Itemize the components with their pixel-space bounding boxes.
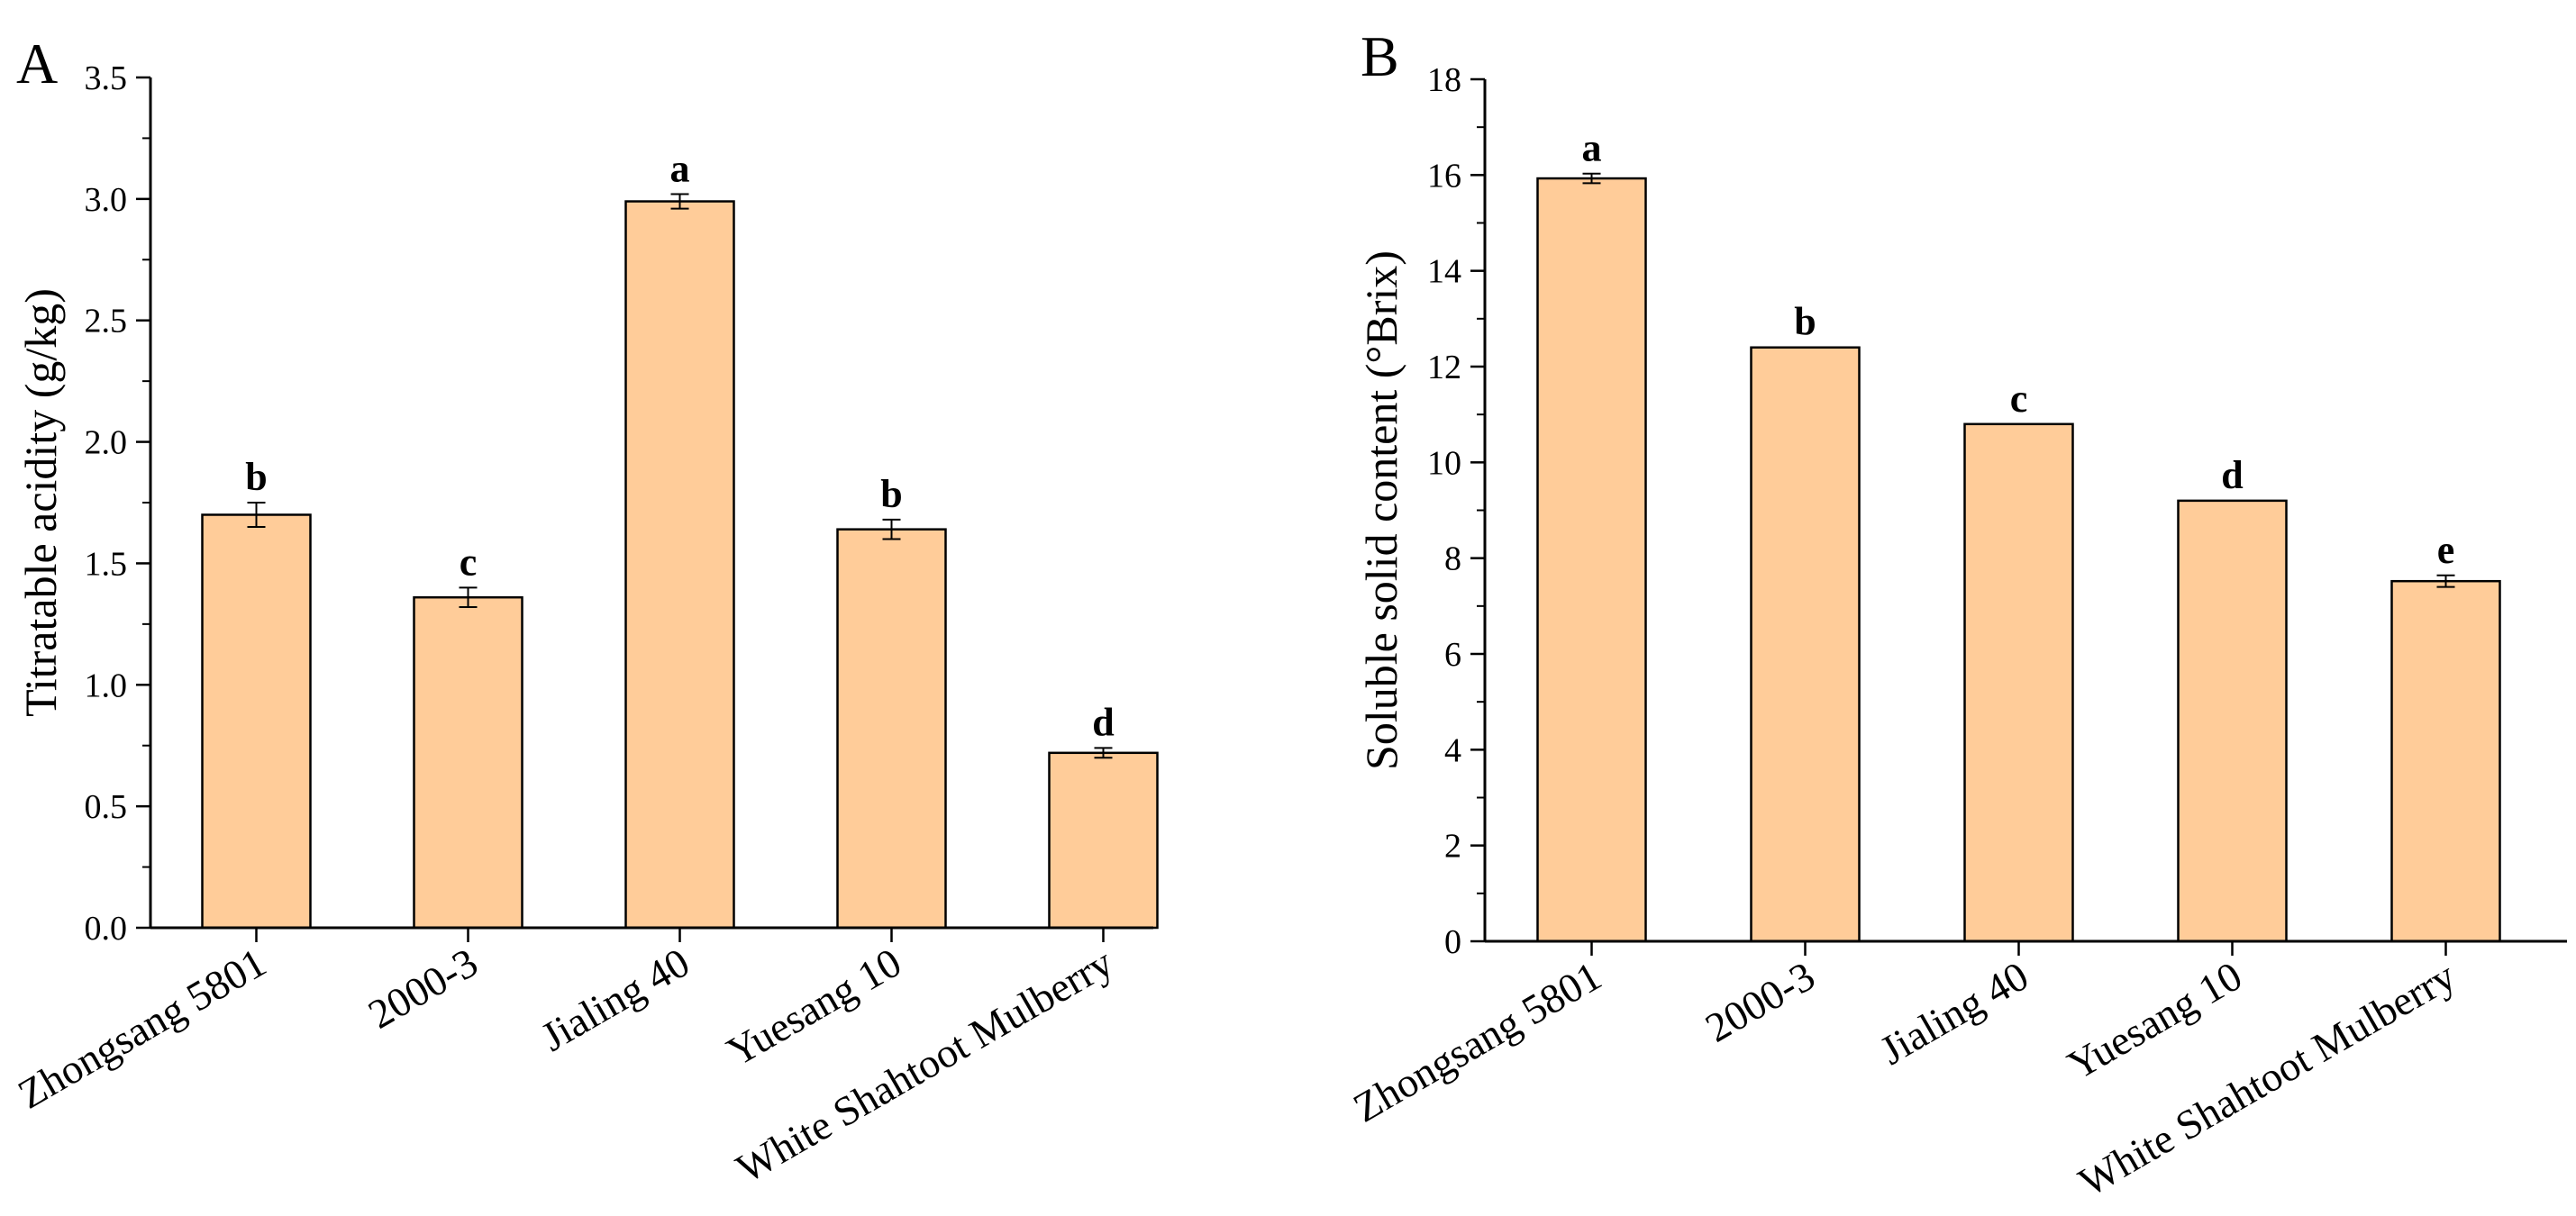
bar-b-3 xyxy=(1963,422,2074,943)
significance-label-b-2: b xyxy=(1794,300,1816,344)
bar-b-2 xyxy=(1750,346,1861,943)
y-tick-label-a-5: 2.5 xyxy=(85,303,128,340)
y-tick-label-b-3: 6 xyxy=(1444,636,1461,674)
bar-a-3 xyxy=(624,200,735,930)
y-tick-label-a-3: 1.5 xyxy=(85,545,128,583)
x-tick-label-b-4: Yuesang 10 xyxy=(2060,952,2249,1088)
significance-label-b-5: e xyxy=(2437,528,2455,572)
bar-b-1 xyxy=(1536,177,1647,943)
x-tick-label-b-2: 2000-3 xyxy=(1698,952,1822,1050)
bar-a-4 xyxy=(836,528,947,930)
significance-label-a-3: a xyxy=(670,146,690,190)
y-tick-label-b-0: 0 xyxy=(1444,923,1461,961)
y-tick-label-b-6: 12 xyxy=(1427,349,1461,386)
error-bar-a-2 xyxy=(459,586,478,608)
bar-a-5 xyxy=(1048,751,1159,930)
y-tick-label-b-7: 14 xyxy=(1427,253,1461,291)
error-bar-a-3 xyxy=(670,193,689,210)
bar-a-2 xyxy=(413,595,523,930)
error-bar-a-1 xyxy=(247,502,266,528)
significance-label-a-1: b xyxy=(245,455,267,499)
y-tick-label-a-2: 1.0 xyxy=(85,667,128,704)
bar-b-5 xyxy=(2390,579,2501,943)
panel-label-b: B xyxy=(1361,24,1399,88)
x-tick-label-a-3: Jialing 40 xyxy=(533,939,697,1059)
y-tick-label-a-7: 3.5 xyxy=(85,59,128,97)
y-axis-title-a: Titratable acidity (g/kg) xyxy=(15,288,66,717)
chart-b-soluble-solid-content: B Soluble solid content (°Brix) a Zhongsang… xyxy=(1345,24,2567,1205)
panel-label-a: A xyxy=(16,32,58,95)
y-tick-label-a-0: 0.0 xyxy=(85,910,128,948)
x-tick-label-b-5: White Shahtoot Mulberry xyxy=(2071,952,2463,1205)
x-tick-label-a-1: Zhongsang 5801 xyxy=(10,939,273,1117)
y-tick-label-a-4: 2.0 xyxy=(85,424,128,462)
chart-a-titratable-acidity: A Titratable acidity (g/kg) b Zhongsang 580… xyxy=(10,32,1159,1192)
x-tick-label-a-5: White Shahtoot Mulberry xyxy=(729,939,1121,1192)
y-axis-title-b: Soluble solid content (°Brix) xyxy=(1356,250,1406,770)
y-tick-label-a-6: 3.0 xyxy=(85,181,128,219)
y-tick-label-b-5: 10 xyxy=(1427,444,1461,482)
error-bar-a-4 xyxy=(882,518,901,540)
y-tick-label-b-2: 4 xyxy=(1444,731,1461,769)
bar-b-4 xyxy=(2177,499,2288,943)
error-bar-b-1 xyxy=(1582,172,1601,185)
significance-label-b-4: d xyxy=(2221,453,2243,497)
significance-label-a-5: d xyxy=(1092,700,1114,744)
x-tick-label-b-3: Jialing 40 xyxy=(1872,952,2036,1073)
y-tick-label-b-1: 2 xyxy=(1444,828,1461,866)
significance-label-a-2: c xyxy=(460,540,478,584)
error-bar-b-5 xyxy=(2436,574,2455,588)
x-tick-label-a-2: 2000-3 xyxy=(360,939,485,1037)
bar-a-1 xyxy=(201,513,312,930)
y-tick-label-a-1: 0.5 xyxy=(85,788,128,826)
y-tick-label-b-8: 16 xyxy=(1427,157,1461,195)
y-tick-label-b-4: 8 xyxy=(1444,540,1461,578)
x-tick-label-a-4: Yuesang 10 xyxy=(719,939,908,1075)
error-bar-a-5 xyxy=(1094,747,1113,759)
x-tick-label-b-1: Zhongsang 5801 xyxy=(1345,952,1608,1130)
significance-label-a-4: b xyxy=(880,472,902,516)
significance-label-b-1: a xyxy=(1582,126,1602,170)
significance-label-b-3: c xyxy=(2010,377,2028,421)
y-tick-label-b-9: 18 xyxy=(1427,61,1461,99)
